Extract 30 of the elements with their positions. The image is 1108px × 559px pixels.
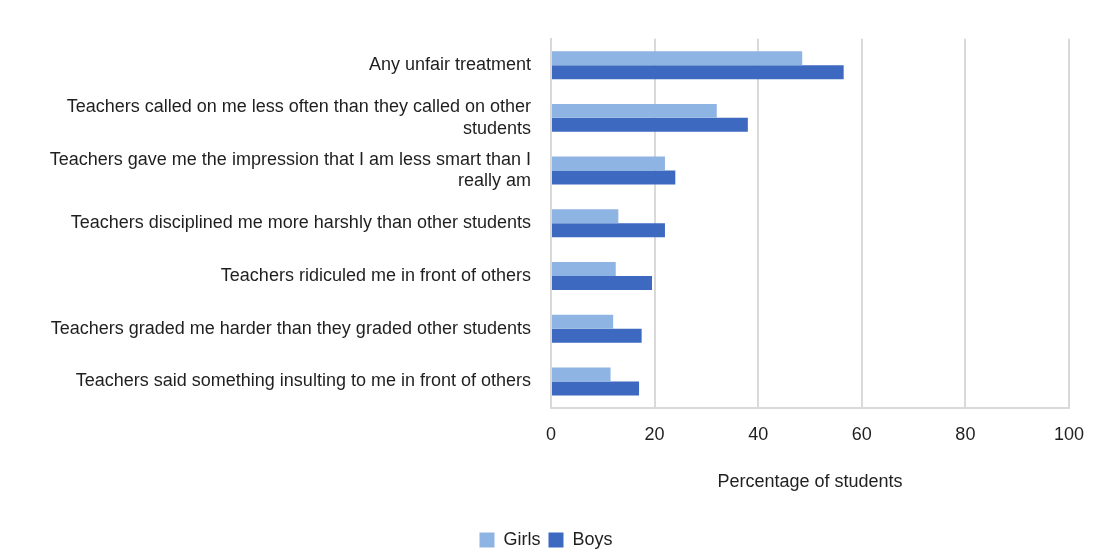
bar [552,51,803,66]
bar [552,367,611,382]
x-tick-label: 20 [644,423,665,444]
bar [552,328,642,343]
bar [552,223,665,238]
y-tick-label: Any unfair treatment [368,54,531,75]
legend-label: Girls [503,528,541,549]
bar [552,314,614,329]
bar [552,209,619,224]
bar [552,156,665,171]
x-tick-label: 100 [1053,423,1085,444]
x-tick-label: 80 [955,423,976,444]
y-tick-label: Teachers graded me harder than they graded other students [50,317,531,338]
x-tick-label: 0 [545,423,557,444]
y-tick-label: Teachers ridiculed me in front of others [220,264,531,285]
y-tick-label: Teachers called on me less often than they called on other students [66,96,531,138]
y-tick-label: Teachers disciplined me more harshly than other students [70,212,531,233]
x-axis-title: Percentage of students [717,471,903,492]
bar [552,117,748,132]
x-tick-label: 60 [851,423,872,444]
bar [552,103,717,118]
x-tick-label: 40 [748,423,769,444]
bar [552,262,616,277]
bar [552,65,844,80]
legend-label: Boys [572,528,613,549]
y-tick-label: Teachers gave me the impression that I am less smart than I really am [49,148,531,191]
bar [552,276,653,290]
y-tick-label: Teachers said something insulting to me in front of others [75,370,531,391]
bar [552,381,640,396]
bar [552,170,676,185]
